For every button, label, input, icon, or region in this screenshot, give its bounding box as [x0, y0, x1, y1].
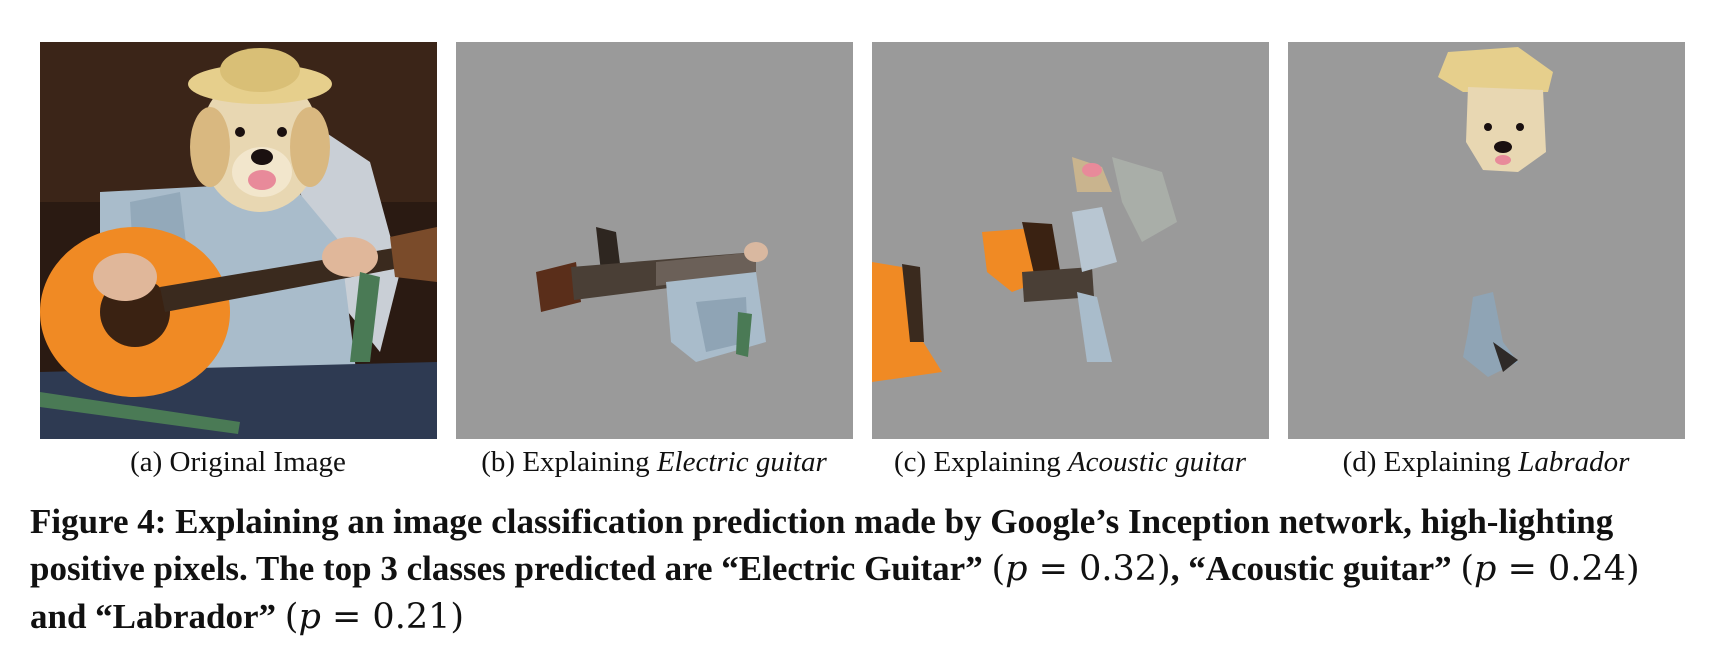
caption-b-class: Electric guitar — [656, 446, 827, 478]
caption-c-class: Acoustic guitar — [1067, 446, 1246, 478]
caption-c-text: Explaining — [933, 446, 1061, 478]
labrador-mask-image — [1288, 42, 1685, 439]
figure-label: Figure 4: — [30, 502, 167, 541]
labrador-explanation-panel — [1288, 42, 1685, 439]
caption-a: (a) Original Image — [8, 446, 468, 479]
figure-panels — [40, 42, 1685, 442]
caption-b-letter: (b) — [481, 446, 516, 478]
prob-acoustic: (p = 0.24) — [1460, 549, 1640, 589]
caption-b-text: Explaining — [522, 446, 650, 478]
caption-b: (b) Explaining Electric guitar — [424, 446, 884, 479]
caption-d-letter: (d) — [1342, 446, 1377, 478]
caption-d-text: Explaining — [1383, 446, 1511, 478]
caption-c-letter: (c) — [894, 446, 927, 478]
caption-c: (c) Explaining Acoustic guitar — [840, 446, 1300, 479]
original-image — [40, 42, 437, 439]
prob-electric: (p = 0.32) — [991, 549, 1171, 589]
prob-labrador: (p = 0.21) — [284, 597, 465, 637]
caption-d-class: Labrador — [1518, 446, 1630, 478]
figure-caption: Figure 4: Explaining an image classifica… — [30, 498, 1690, 641]
caption-d: (d) Explaining Labrador — [1256, 446, 1716, 479]
electric-guitar-explanation-panel — [456, 42, 853, 439]
caption-a-letter: (a) — [130, 446, 163, 478]
figure-caption-text-1: Explaining an image classification predi… — [30, 502, 1614, 588]
electric-guitar-mask-image — [456, 42, 853, 439]
figure-caption-text-3: and “Labrador” — [30, 597, 277, 636]
caption-a-text: Original Image — [169, 446, 346, 478]
acoustic-guitar-mask-image — [872, 42, 1269, 439]
original-image-panel — [40, 42, 437, 439]
figure-caption-text-2: , “Acoustic guitar” — [1170, 549, 1452, 588]
acoustic-guitar-explanation-panel — [872, 42, 1269, 439]
